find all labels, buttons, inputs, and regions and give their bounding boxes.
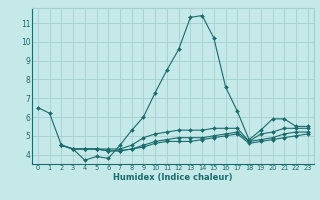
X-axis label: Humidex (Indice chaleur): Humidex (Indice chaleur) (113, 173, 233, 182)
